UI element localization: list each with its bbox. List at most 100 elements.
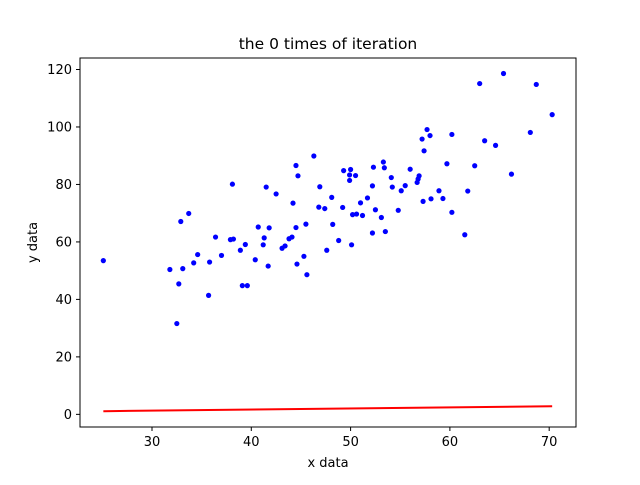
data-point (289, 234, 295, 240)
data-point (176, 281, 182, 287)
x-axis-label: x data (307, 456, 348, 471)
data-point (293, 224, 299, 231)
data-point (372, 207, 379, 213)
data-point (282, 243, 288, 249)
data-point (295, 173, 301, 179)
data-point (349, 212, 356, 218)
data-point (205, 292, 212, 298)
y-tick-label: 80 (55, 178, 72, 193)
y-tick-label: 120 (47, 63, 72, 78)
data-point (348, 242, 355, 248)
y-tick-label: 60 (55, 235, 72, 250)
data-point (388, 174, 394, 181)
data-point (449, 131, 455, 138)
data-point (260, 242, 266, 248)
data-point (378, 214, 384, 221)
data-point (180, 266, 186, 272)
data-point (427, 132, 433, 139)
data-point (407, 166, 413, 172)
data-point (174, 320, 180, 327)
data-point (527, 129, 533, 136)
x-axis: 30 40 50 60 70 (144, 427, 558, 450)
data-point (191, 260, 197, 266)
data-point (340, 204, 346, 211)
data-point (330, 221, 336, 227)
data-point (167, 266, 173, 273)
data-point (402, 183, 408, 189)
data-point (444, 161, 450, 167)
axes-frame (79, 57, 577, 428)
x-tick-label: 30 (144, 435, 161, 450)
data-point (428, 196, 434, 202)
x-tick-label: 50 (342, 435, 359, 450)
data-point (252, 257, 258, 263)
data-point (492, 142, 499, 148)
data-point (261, 235, 267, 241)
data-point (421, 148, 427, 154)
data-point (347, 166, 354, 173)
data-point (369, 230, 376, 236)
fit-line (103, 405, 553, 413)
data-point (508, 171, 515, 177)
y-tick-label: 40 (55, 293, 72, 308)
data-point (303, 221, 309, 227)
data-point (311, 153, 317, 159)
x-tick-label: 40 (243, 435, 260, 450)
data-point (465, 188, 471, 194)
data-point (420, 198, 426, 204)
data-point (293, 162, 299, 169)
data-point (347, 172, 353, 178)
data-point (353, 211, 360, 217)
data-point (263, 184, 269, 190)
data-point (265, 263, 271, 269)
y-tick-label: 20 (55, 350, 72, 365)
data-point (370, 164, 377, 170)
data-point (482, 138, 488, 144)
data-point (549, 112, 555, 118)
data-point (364, 195, 371, 201)
data-point (381, 165, 387, 171)
data-point (395, 207, 401, 213)
data-point (352, 172, 359, 179)
y-axis: 0 20 40 60 80 100 120 (47, 63, 80, 423)
data-point (359, 212, 366, 219)
y-tick-label: 0 (64, 408, 72, 423)
data-point (239, 283, 245, 289)
data-point (195, 251, 201, 258)
data-point (533, 81, 539, 88)
data-point (449, 209, 455, 215)
data-point (389, 184, 395, 190)
x-tick-label: 70 (541, 435, 558, 450)
data-point (347, 177, 353, 184)
data-point (294, 261, 300, 267)
data-point (462, 232, 468, 238)
data-point (380, 159, 386, 165)
data-point (500, 70, 507, 77)
data-point (424, 126, 430, 133)
data-point (218, 252, 225, 259)
data-point (317, 184, 323, 190)
data-point (436, 188, 442, 194)
data-point (178, 218, 184, 225)
data-point (341, 168, 347, 174)
data-point (212, 234, 219, 240)
data-point (322, 205, 328, 212)
data-point (477, 80, 483, 87)
plot-area (100, 70, 555, 413)
data-point (357, 200, 364, 206)
data-point (273, 191, 279, 197)
data-point (329, 194, 335, 200)
data-point (186, 210, 192, 217)
data-point (369, 183, 376, 189)
data-point (324, 247, 330, 253)
data-point (382, 228, 388, 235)
data-point (229, 181, 236, 187)
data-point (336, 237, 342, 244)
data-point (242, 241, 248, 248)
data-point (316, 204, 322, 210)
chart-title: the 0 times of iteration (239, 35, 418, 53)
data-point (237, 247, 243, 253)
data-point (304, 272, 310, 278)
